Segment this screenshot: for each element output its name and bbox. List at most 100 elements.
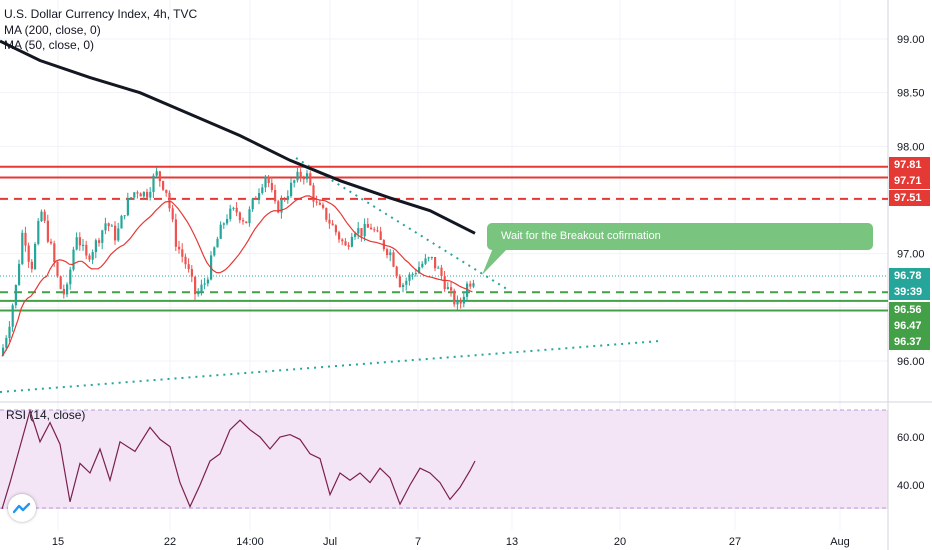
candle-up[interactable] <box>101 230 104 243</box>
tradingview-logo[interactable] <box>8 494 36 522</box>
candle-up[interactable] <box>232 207 235 209</box>
candle-down[interactable] <box>50 241 53 244</box>
candle-down[interactable] <box>43 211 46 221</box>
candle-down[interactable] <box>373 229 376 231</box>
candle-down[interactable] <box>171 208 174 220</box>
candle-down[interactable] <box>302 178 305 180</box>
candle-down[interactable] <box>318 202 321 205</box>
candle-up[interactable] <box>94 240 97 253</box>
candle-up[interactable] <box>200 284 203 293</box>
candle-down[interactable] <box>322 204 325 208</box>
candle-up[interactable] <box>197 292 200 295</box>
candle-down[interactable] <box>30 261 33 270</box>
candle-up[interactable] <box>155 171 158 176</box>
candle-up[interactable] <box>126 198 129 216</box>
candle-up[interactable] <box>82 244 85 246</box>
candle-up[interactable] <box>222 223 225 225</box>
candle-up[interactable] <box>456 299 459 305</box>
candle-down[interactable] <box>85 244 88 256</box>
candle-down[interactable] <box>299 171 302 179</box>
candle-down[interactable] <box>165 189 168 193</box>
candle-up[interactable] <box>427 257 430 259</box>
candle-down[interactable] <box>184 256 187 265</box>
candle-down[interactable] <box>242 220 245 222</box>
candle-up[interactable] <box>120 215 123 229</box>
candle-down[interactable] <box>178 246 181 250</box>
candle-down[interactable] <box>283 199 286 201</box>
candle-down[interactable] <box>440 267 443 277</box>
rsi-axis[interactable]: 60.00 40.00 <box>897 432 925 492</box>
candle-up[interactable] <box>21 232 24 264</box>
candles[interactable] <box>2 167 475 357</box>
candle-up[interactable] <box>75 237 78 250</box>
horizontal-levels[interactable] <box>0 165 888 312</box>
candle-up[interactable] <box>363 223 366 237</box>
candle-up[interactable] <box>11 305 14 327</box>
candle-up[interactable] <box>357 228 360 234</box>
candle-down[interactable] <box>88 255 91 260</box>
candle-up[interactable] <box>219 224 222 239</box>
candle-down[interactable] <box>59 276 62 289</box>
candle-up[interactable] <box>418 267 421 274</box>
candle-up[interactable] <box>130 197 133 199</box>
candle-up[interactable] <box>5 338 8 348</box>
candle-up[interactable] <box>133 192 136 198</box>
candle-up[interactable] <box>421 263 424 268</box>
candle-up[interactable] <box>248 209 251 224</box>
candle-up[interactable] <box>472 283 475 287</box>
candle-down[interactable] <box>366 223 369 228</box>
candle-up[interactable] <box>14 284 17 306</box>
candle-down[interactable] <box>136 192 139 194</box>
candle-down[interactable] <box>174 219 177 247</box>
candle-down[interactable] <box>78 237 81 246</box>
candle-up[interactable] <box>34 243 37 270</box>
candle-down[interactable] <box>344 241 347 246</box>
candle-down[interactable] <box>168 192 171 209</box>
candle-down[interactable] <box>181 249 184 257</box>
candle-up[interactable] <box>466 283 469 297</box>
candle-up[interactable] <box>142 191 145 197</box>
candle-up[interactable] <box>226 219 229 224</box>
candle-down[interactable] <box>443 276 446 290</box>
candle-up[interactable] <box>389 252 392 256</box>
candle-down[interactable] <box>162 181 165 190</box>
candle-up[interactable] <box>110 225 113 227</box>
candle-up[interactable] <box>261 187 264 193</box>
ma200-line[interactable] <box>0 39 476 235</box>
candle-up[interactable] <box>462 296 465 304</box>
candle-up[interactable] <box>264 176 267 188</box>
ma200-legend[interactable]: MA (200, close, 0) <box>4 23 101 37</box>
rsi-legend[interactable]: RSI (14, close) <box>6 408 86 422</box>
candle-up[interactable] <box>123 215 126 217</box>
candle-down[interactable] <box>270 183 273 190</box>
candle-down[interactable] <box>158 171 161 182</box>
candle-up[interactable] <box>104 223 107 231</box>
candle-down[interactable] <box>325 207 328 220</box>
candle-up[interactable] <box>149 191 152 198</box>
candle-down[interactable] <box>453 290 456 305</box>
candle-down[interactable] <box>238 212 241 221</box>
candle-up[interactable] <box>296 171 299 181</box>
candle-up[interactable] <box>18 263 21 285</box>
candle-up[interactable] <box>251 198 254 210</box>
candle-down[interactable] <box>245 221 248 224</box>
candle-up[interactable] <box>117 228 120 241</box>
candle-down[interactable] <box>277 201 280 213</box>
candle-down[interactable] <box>386 249 389 256</box>
candle-up[interactable] <box>405 280 408 285</box>
candle-up[interactable] <box>213 247 216 256</box>
candle-down[interactable] <box>347 245 350 247</box>
candle-up[interactable] <box>40 211 43 222</box>
candle-down[interactable] <box>98 240 101 243</box>
price-axis[interactable]: 99.00 98.50 98.00 97.00 96.00 <box>897 34 925 368</box>
candle-down[interactable] <box>56 262 59 277</box>
candle-down[interactable] <box>459 299 462 304</box>
candle-down[interactable] <box>274 189 277 202</box>
candle-up[interactable] <box>411 273 414 275</box>
candle-down[interactable] <box>267 176 270 184</box>
candle-down[interactable] <box>434 257 437 269</box>
candle-down[interactable] <box>331 223 334 226</box>
candle-up[interactable] <box>72 249 75 270</box>
candle-up[interactable] <box>350 236 353 247</box>
